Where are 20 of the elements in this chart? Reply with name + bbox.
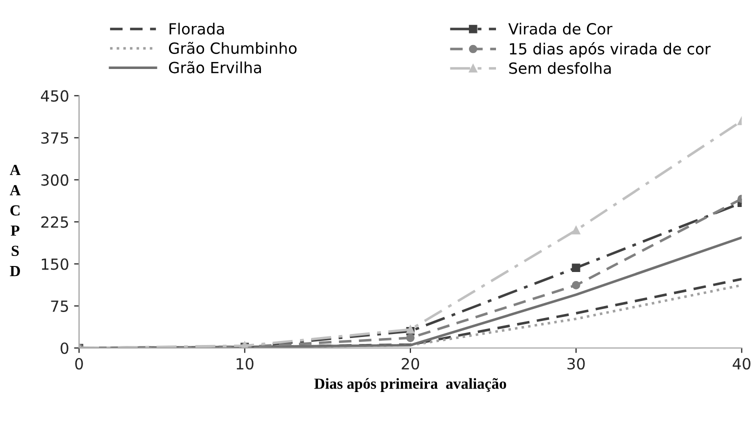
x-tick-label: 40 (732, 358, 750, 370)
y-tick-label: 375 (41, 132, 68, 144)
y-tick-label: 300 (41, 174, 68, 186)
y-axis-title: AACPSD (10, 164, 21, 276)
x-tick-label: 30 (567, 358, 585, 370)
legend-label: Florada (170, 22, 224, 35)
legend-label: Grão Ervilha (168, 61, 261, 74)
legend-label: Sem desfolha (509, 62, 611, 74)
legend-label: Grão Chumbinho (168, 42, 297, 54)
legend-label: 15 dias após virada de cor (510, 42, 711, 58)
y-tick-label: 0 (60, 342, 68, 354)
legend-label: Virada de Cor (508, 22, 612, 35)
y-tick-label: 75 (51, 300, 68, 312)
y-tick-label: 450 (40, 90, 68, 102)
y-tick-label: 225 (41, 216, 68, 228)
y-tick-label: 150 (42, 258, 68, 270)
x-tick-label: 20 (402, 358, 420, 370)
x-axis-title: Dias após primeira avaliação (314, 378, 506, 392)
x-tick-label: 0 (75, 358, 83, 370)
x-tick-label: 10 (236, 358, 254, 370)
